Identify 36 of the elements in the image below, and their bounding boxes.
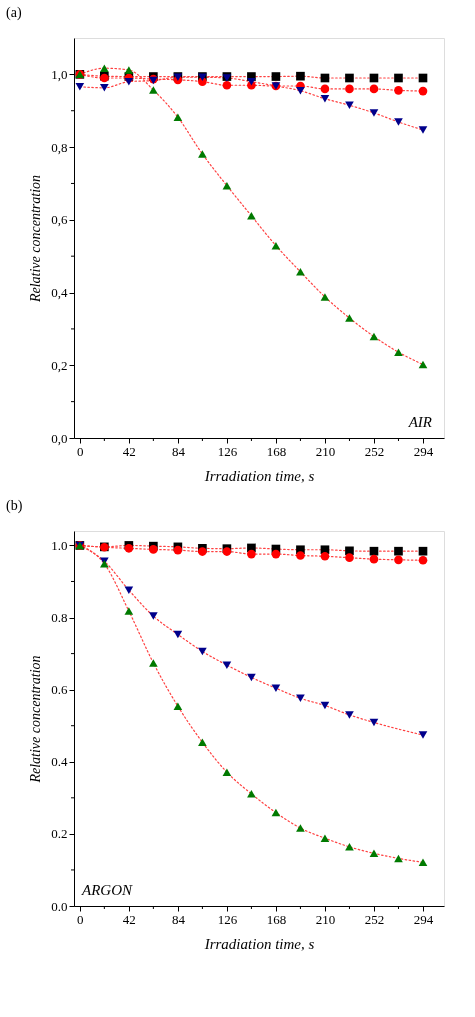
y-tick-label: 0.8 — [51, 610, 68, 626]
x-tick-label: 126 — [217, 911, 238, 927]
y-tick-label: 1.0 — [51, 537, 68, 553]
x-tick-label: 294 — [413, 911, 434, 927]
y-tick-label: 0,6 — [51, 212, 68, 228]
x-axis-title: Irradiation time, s — [203, 935, 315, 952]
x-tick-label: 252 — [364, 443, 385, 459]
x-tick-label: 84 — [171, 443, 186, 459]
y-tick-label: 1,0 — [51, 66, 68, 82]
chart-title: (a) — [6, 5, 22, 21]
y-axis-title: Relative concentration — [28, 174, 44, 304]
y-tick-label: 0.2 — [51, 826, 68, 842]
x-tick-label: 210 — [315, 443, 336, 459]
x-tick-label: 84 — [171, 911, 186, 927]
y-tick-label: 0.6 — [51, 682, 68, 698]
y-tick-label: 0.0 — [51, 898, 68, 914]
x-tick-label: 42 — [122, 911, 136, 927]
x-tick-label: 126 — [217, 443, 238, 459]
annotation: ARGON — [81, 882, 133, 898]
chart-title: (b) — [6, 498, 23, 514]
x-tick-label: 0 — [77, 443, 84, 459]
y-tick-label: 0,4 — [51, 285, 68, 301]
x-tick-label: 0 — [77, 911, 84, 927]
y-tick-label: 0,8 — [51, 139, 68, 155]
x-tick-label: 168 — [266, 443, 287, 459]
x-tick-label: 210 — [315, 911, 336, 927]
x-axis-title: Irradiation time, s — [203, 467, 315, 484]
y-axis-title: Relative concentration — [28, 655, 44, 784]
y-tick-label: 0,2 — [51, 357, 68, 373]
y-tick-label: 0.4 — [51, 754, 68, 770]
x-tick-label: 294 — [413, 443, 434, 459]
y-tick-label: 0,0 — [51, 430, 68, 446]
x-tick-label: 42 — [122, 443, 136, 459]
x-tick-label: 252 — [364, 911, 385, 927]
annotation: AIR — [407, 414, 432, 430]
x-tick-label: 168 — [266, 911, 287, 927]
